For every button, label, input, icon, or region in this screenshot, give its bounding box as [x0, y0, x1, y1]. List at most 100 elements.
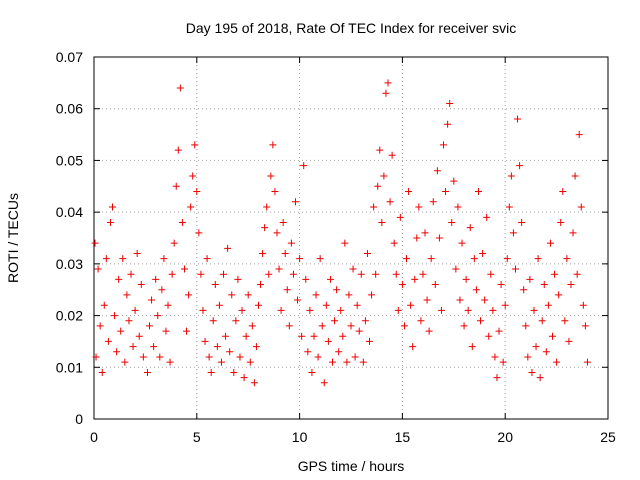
data-point — [528, 368, 536, 376]
data-point — [431, 281, 439, 289]
data-point — [170, 239, 178, 247]
data-point — [376, 146, 384, 154]
data-point — [569, 229, 577, 237]
data-point — [154, 312, 162, 320]
data-point — [501, 301, 509, 309]
data-point — [487, 270, 495, 278]
data-point — [349, 265, 357, 273]
data-point — [495, 327, 503, 335]
data-point — [185, 291, 193, 299]
data-point — [121, 358, 129, 366]
data-point — [448, 218, 456, 226]
data-point — [320, 379, 328, 387]
data-point — [415, 203, 423, 211]
data-point — [275, 265, 283, 273]
data-point — [454, 203, 462, 211]
data-point — [148, 296, 156, 304]
data-point — [542, 348, 550, 356]
data-point — [178, 218, 186, 226]
data-point — [312, 291, 320, 299]
data-point — [546, 239, 554, 247]
data-point — [548, 332, 556, 340]
data-point — [252, 343, 260, 351]
data-point — [273, 229, 281, 237]
data-point — [421, 229, 429, 237]
data-point — [581, 322, 589, 330]
data-point — [452, 265, 460, 273]
data-point — [361, 317, 369, 325]
data-point — [298, 332, 306, 340]
data-point — [324, 337, 332, 345]
data-point — [573, 270, 581, 278]
data-point — [534, 255, 542, 263]
data-point — [444, 120, 452, 128]
data-point — [505, 203, 513, 211]
y-tick-label: 0.02 — [56, 308, 83, 324]
data-point — [127, 270, 135, 278]
data-point — [197, 270, 205, 278]
data-point — [183, 327, 191, 335]
data-point — [357, 270, 365, 278]
y-tick-label: 0.05 — [56, 152, 83, 168]
data-point — [538, 317, 546, 325]
data-point — [230, 368, 238, 376]
data-point — [283, 286, 291, 294]
data-point — [347, 322, 355, 330]
data-point — [368, 291, 376, 299]
data-point — [380, 172, 388, 180]
data-point — [411, 275, 419, 283]
data-point — [403, 255, 411, 263]
data-point — [322, 301, 330, 309]
data-point — [553, 358, 561, 366]
data-point — [271, 187, 279, 195]
data-point — [310, 332, 318, 340]
data-point — [254, 301, 262, 309]
data-point — [481, 296, 489, 304]
data-point — [304, 348, 312, 356]
data-point — [507, 172, 515, 180]
data-point — [466, 224, 474, 232]
data-point — [172, 182, 180, 190]
data-point — [250, 379, 258, 387]
data-point — [518, 218, 526, 226]
data-point — [567, 281, 575, 289]
data-point — [257, 281, 265, 289]
data-point — [382, 89, 390, 97]
data-point — [146, 322, 154, 330]
y-tick-label: 0.07 — [56, 49, 83, 65]
data-point — [366, 337, 374, 345]
data-point — [94, 265, 102, 273]
data-point — [195, 229, 203, 237]
data-point — [341, 239, 349, 247]
data-point — [300, 162, 308, 170]
data-point — [232, 317, 240, 325]
data-point — [201, 337, 209, 345]
data-point — [351, 353, 359, 361]
data-point — [386, 198, 394, 206]
data-point — [520, 286, 528, 294]
data-point — [551, 270, 559, 278]
data-point — [442, 187, 450, 195]
data-point — [563, 255, 571, 263]
data-point — [261, 224, 269, 232]
data-point — [242, 332, 250, 340]
plot-frame — [93, 56, 609, 420]
x-axis-label: GPS time / hours — [298, 458, 405, 474]
data-point — [180, 265, 188, 273]
data-point — [483, 213, 491, 221]
data-point — [417, 317, 425, 325]
data-point — [117, 327, 125, 335]
data-point — [203, 255, 211, 263]
data-point — [150, 343, 158, 351]
data-point — [244, 291, 252, 299]
data-point — [125, 317, 133, 325]
data-point — [137, 281, 145, 289]
data-point — [224, 244, 232, 252]
data-point — [193, 187, 201, 195]
x-tick-label: 20 — [497, 429, 513, 445]
data-point — [425, 327, 433, 335]
data-point — [238, 306, 246, 314]
data-point — [392, 270, 400, 278]
data-point — [514, 115, 522, 123]
